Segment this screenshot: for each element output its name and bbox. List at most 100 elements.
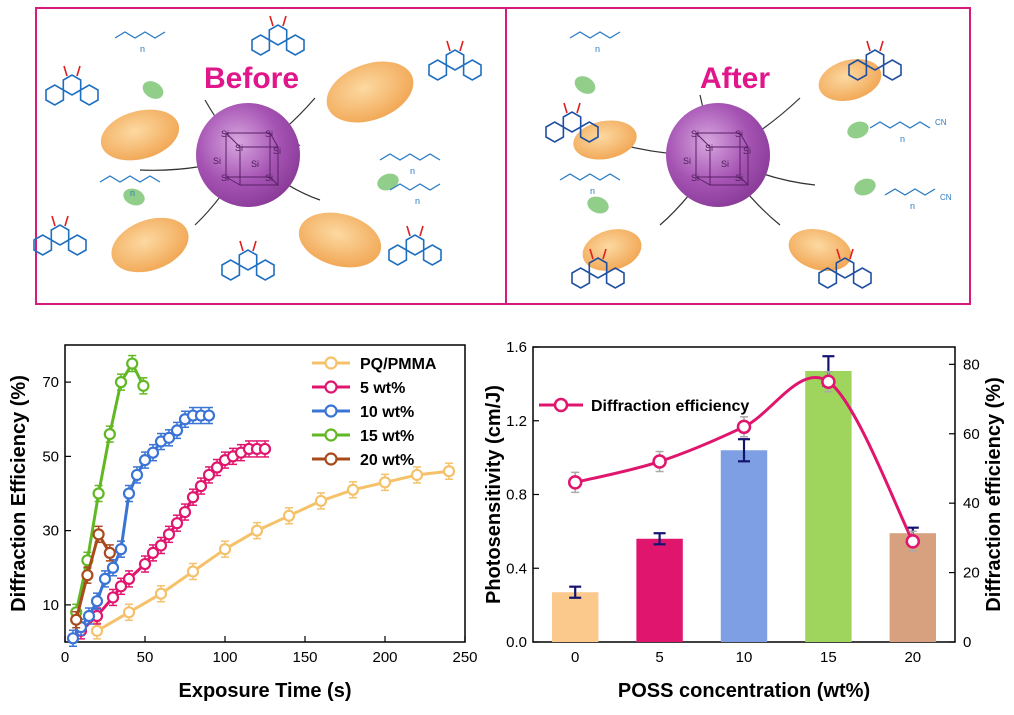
data-point xyxy=(82,609,96,623)
y2-tick-label: 60 xyxy=(963,426,980,443)
reaction-site-highlight xyxy=(574,76,596,94)
legend-marker xyxy=(553,397,569,413)
benzene-ring xyxy=(238,249,258,271)
line-data-point xyxy=(821,374,836,389)
data-point xyxy=(114,376,128,389)
legend-marker xyxy=(324,356,338,370)
benzene-ring xyxy=(462,59,482,81)
data-point xyxy=(282,509,296,522)
benzene-ring xyxy=(45,84,65,106)
si-atom-label: Si xyxy=(735,129,743,139)
bar-10 xyxy=(720,450,768,642)
carbonyl-bond xyxy=(866,40,871,52)
si-atom-label: Si xyxy=(273,146,281,156)
x-tick-label: 0 xyxy=(571,649,579,666)
carbonyl-bond xyxy=(563,102,568,114)
series-pq-pmma xyxy=(90,462,456,640)
phenanthrenequinone-molecule xyxy=(251,15,305,56)
data-point xyxy=(66,632,80,645)
x-tick-label: 250 xyxy=(452,649,477,666)
data-point xyxy=(92,528,105,541)
repeat-unit-label: n xyxy=(900,134,905,144)
pmma-chain: n xyxy=(869,121,931,144)
si-atom-label: Si xyxy=(235,143,243,153)
poss-sphere xyxy=(196,103,300,207)
data-point xyxy=(114,543,128,556)
benzene-ring xyxy=(62,74,82,96)
data-point xyxy=(186,565,200,578)
data-point xyxy=(194,479,208,493)
repeat-unit-label: n xyxy=(910,201,915,211)
data-point xyxy=(122,487,136,500)
data-point xyxy=(90,595,104,608)
data-point xyxy=(314,494,328,508)
pmma-chain: n xyxy=(389,183,441,206)
data-point xyxy=(138,557,152,571)
x-axis-title: POSS concentration (wt%) xyxy=(618,680,870,702)
bar-5 xyxy=(636,538,683,642)
data-point xyxy=(103,427,116,441)
data-point xyxy=(126,357,139,370)
cage-edge xyxy=(695,132,711,148)
reaction-site-highlight xyxy=(587,196,609,214)
legend-label: 15 wt% xyxy=(360,428,414,445)
repeat-unit-label: n xyxy=(415,196,420,206)
carbonyl-bond xyxy=(576,102,581,114)
si-atom-label: Si xyxy=(221,129,229,139)
cage-edge xyxy=(225,132,241,148)
line-data-point xyxy=(736,419,752,435)
si-atom-label: Si xyxy=(221,173,229,183)
legend-label: Diffraction efficiency xyxy=(591,398,749,415)
cage-edge xyxy=(739,176,749,186)
schematic-divider xyxy=(505,7,507,305)
carbonyl-bond xyxy=(252,240,257,252)
diffraction-efficiency-line xyxy=(574,375,915,543)
after-label: After xyxy=(700,62,771,95)
benzene-ring xyxy=(818,267,838,289)
benzene-ring xyxy=(571,267,591,289)
y2-axis-title: Diffraction efficiency (%) xyxy=(983,377,1005,611)
phenanthrenequinone-molecule xyxy=(545,102,599,143)
data-point xyxy=(202,409,216,422)
data-point xyxy=(186,491,200,504)
data-point xyxy=(170,517,184,530)
x-tick-label: 0 xyxy=(61,649,69,666)
cage-edge xyxy=(239,146,279,186)
legend-marker xyxy=(324,404,338,418)
benzene-ring xyxy=(255,259,275,281)
legend-label: 20 wt% xyxy=(360,452,414,469)
cn-label: CN xyxy=(940,193,952,202)
y-tick-label: 10 xyxy=(42,597,59,614)
data-point xyxy=(178,505,192,519)
phenanthrenequinone-molecule xyxy=(388,225,442,266)
reaction-site-highlight xyxy=(847,121,869,139)
benzene-ring xyxy=(852,267,872,289)
phenanthrenequinone-molecule xyxy=(33,215,87,256)
methacrylate-group-highlight xyxy=(298,212,382,268)
series-10-wt- xyxy=(66,406,216,648)
pmma-chain: n xyxy=(559,173,621,196)
benzene-ring xyxy=(588,257,608,279)
chain-backbone xyxy=(114,31,166,39)
si-atom-label: Si xyxy=(705,143,713,153)
y2-tick-label: 40 xyxy=(963,495,980,512)
y-tick-label: 0.0 xyxy=(506,634,527,651)
diffraction-efficiency-vs-time-chart: 0 50 100 150 200 250 10 30 50 70 Exposure Time (s)… xyxy=(8,344,478,702)
legend-entry: 10 wt% xyxy=(312,404,414,421)
cage-edge xyxy=(269,132,279,148)
carbonyl-bond xyxy=(589,248,594,260)
benzene-ring xyxy=(268,24,288,46)
carbonyl-bond xyxy=(879,40,884,52)
benzene-ring xyxy=(428,59,448,81)
chain-backbone xyxy=(569,31,621,39)
chain-backbone xyxy=(869,121,931,129)
bar-0 xyxy=(551,592,599,642)
y-tick-label: 1.2 xyxy=(506,413,527,430)
methacrylate-group-highlight xyxy=(818,58,882,102)
series-20-wt- xyxy=(70,525,116,629)
data-point xyxy=(410,468,424,482)
benzene-ring xyxy=(67,234,87,256)
y-tick-label: 1.6 xyxy=(506,339,527,356)
line-data-point xyxy=(652,454,667,469)
methacrylate-group-highlight xyxy=(788,228,852,272)
